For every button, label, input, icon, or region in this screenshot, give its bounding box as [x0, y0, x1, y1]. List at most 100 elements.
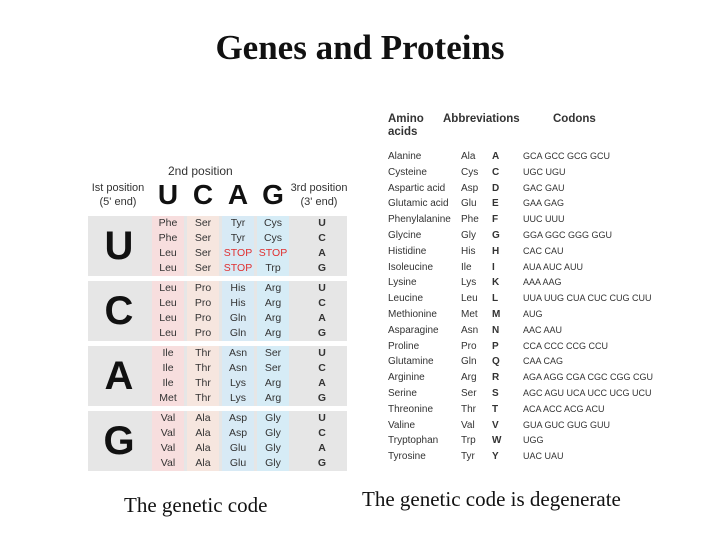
amino-acid-one: Q [492, 356, 500, 368]
caption-genetic-code: The genetic code [124, 493, 268, 517]
amino-acid-entry: Leu [159, 247, 177, 259]
third-position-base: A [318, 442, 326, 454]
amino-acid-entry: Ser [194, 217, 212, 229]
amino-acid-entry: Glu [229, 442, 247, 454]
amino-acid-name: Leucine [388, 293, 424, 305]
amino-acid-one: N [492, 324, 500, 336]
amino-acid-codons: GAC GAU [523, 182, 565, 193]
amino-acid-three: Asn [461, 324, 479, 336]
amino-acid-codons: GUA GUC GUG GUU [523, 419, 611, 430]
amino-acid-name: Cysteine [388, 166, 427, 178]
amino-acid-one: F [492, 214, 499, 226]
amino-acid-codons: AAC AAU [523, 324, 563, 335]
amino-acid-entry: Val [160, 442, 176, 454]
amino-acid-entry: Phe [158, 232, 178, 244]
amino-acid-three: His [461, 245, 476, 257]
amino-acid-entry: Phe [158, 217, 178, 229]
amino-acid-entry: Ser [194, 247, 212, 259]
first-position-base: U [88, 216, 150, 276]
third-position-label-line: (3' end) [300, 196, 338, 208]
amino-acid-one: E [492, 198, 499, 210]
amino-acid-entry: Asn [228, 347, 248, 359]
amino-acid-entry: Cys [263, 217, 283, 229]
second-position-base: U [157, 179, 179, 210]
amino-acid-name: Aspartic acid [388, 182, 446, 194]
third-position-base: U [318, 282, 326, 294]
codon-cell: Asp Asp Glu Glu [222, 411, 254, 471]
amino-acid-one: D [492, 182, 500, 194]
amino-acid-entry: Ala [195, 412, 211, 424]
first-position-label: Ist position (5' end) [88, 181, 148, 209]
amino-acid-entry: STOP [223, 247, 253, 259]
amino-acid-entry: Tyr [230, 232, 246, 244]
amino-acid-entry: Gly [265, 412, 281, 424]
codon-cell: Thr Thr Thr Thr [187, 346, 219, 406]
codon-cell: Ile Ile Ile Met [152, 346, 184, 406]
amino-acid-entry: Ala [195, 457, 211, 469]
amino-acid-entry: Ile [162, 347, 174, 359]
amino-acid-name: Serine [388, 388, 417, 399]
amino-acid-three: Arg [461, 372, 477, 384]
amino-acid-entry: Gly [265, 427, 281, 439]
amino-acids-header-line: Amino [388, 113, 424, 125]
caption-degenerate: The genetic code is degenerate [362, 487, 621, 511]
amino-acid-one: R [492, 372, 500, 384]
amino-acid-entry: Thr [195, 362, 211, 374]
codon-cell: Pro Pro Pro Pro [187, 281, 219, 341]
amino-acid-codons: UGG [523, 435, 544, 446]
codons-header: Codons [553, 113, 596, 125]
amino-acid-entry: Asp [228, 412, 248, 424]
amino-acids-header-line: acids [388, 126, 418, 138]
amino-acid-entry: Met [159, 392, 177, 404]
amino-acid-entry: Ala [195, 427, 211, 439]
third-position-base: C [318, 297, 326, 309]
amino-acid-codons: UAC UAU [523, 451, 564, 462]
amino-acid-three: Glu [461, 198, 477, 210]
second-position-label: 2nd position [168, 164, 233, 178]
amino-acid-codons: GGA GGC GGG GGU [523, 230, 613, 240]
amino-acid-codons: UUA UUG CUA CUC CUG CUU [523, 293, 652, 304]
amino-acid-entry: Trp [265, 262, 281, 274]
amino-acid-name: Glutamic acid [388, 198, 449, 210]
amino-acid-name: Proline [388, 340, 420, 352]
amino-acid-entry: Arg [264, 312, 282, 324]
amino-acid-codons: AGC AGU UCA UCC UCG UCU [523, 388, 652, 398]
amino-acid-entry: Leu [159, 282, 177, 294]
amino-acid-one: V [492, 419, 499, 431]
amino-acid-entry: Lys [230, 392, 246, 404]
first-position-base: C [88, 281, 150, 341]
third-position-base: U [318, 217, 326, 229]
amino-acid-codons: CAC CAU [523, 245, 564, 256]
amino-acid-entry: Ile [162, 362, 174, 374]
amino-acid-entry: Thr [195, 392, 211, 404]
amino-acid-one: L [492, 293, 499, 305]
amino-acid-entry: Val [160, 412, 176, 424]
amino-acid-entry: Asn [228, 362, 248, 374]
third-position-base: C [318, 232, 326, 244]
amino-acid-three: Met [461, 309, 478, 320]
amino-acid-one: Y [492, 451, 499, 463]
amino-acid-entry: Ala [195, 442, 211, 454]
third-position-base: A [318, 247, 326, 259]
amino-acid-codons: CCA CCC CCG CCU [523, 340, 609, 351]
amino-acid-entry: Pro [194, 312, 212, 324]
amino-acid-one: G [492, 230, 500, 241]
amino-acid-three: Thr [461, 403, 476, 415]
amino-acid-one: H [492, 245, 500, 257]
amino-acid-codons: UGC UGU [523, 166, 566, 177]
codon-cell: Asn Asn Lys Lys [222, 346, 254, 406]
page-title: Genes and Proteins [215, 28, 505, 67]
abbreviations-header: Abbreviations [443, 113, 520, 125]
amino-acid-three: Tyr [461, 451, 475, 463]
amino-acid-one: K [492, 277, 500, 289]
amino-acid-entry: Cys [263, 232, 283, 244]
amino-acids-header: Amino acids [388, 113, 424, 139]
amino-acid-entry: Pro [194, 282, 212, 294]
amino-acid-one: S [492, 388, 499, 399]
codon-cell: Ala Ala Ala Ala [187, 411, 219, 471]
amino-acid-entry: Leu [159, 262, 177, 274]
first-position-label-line: Ist position [91, 182, 145, 194]
third-position-label-line: 3rd position [290, 182, 348, 194]
amino-acid-name: Arginine [388, 372, 425, 384]
